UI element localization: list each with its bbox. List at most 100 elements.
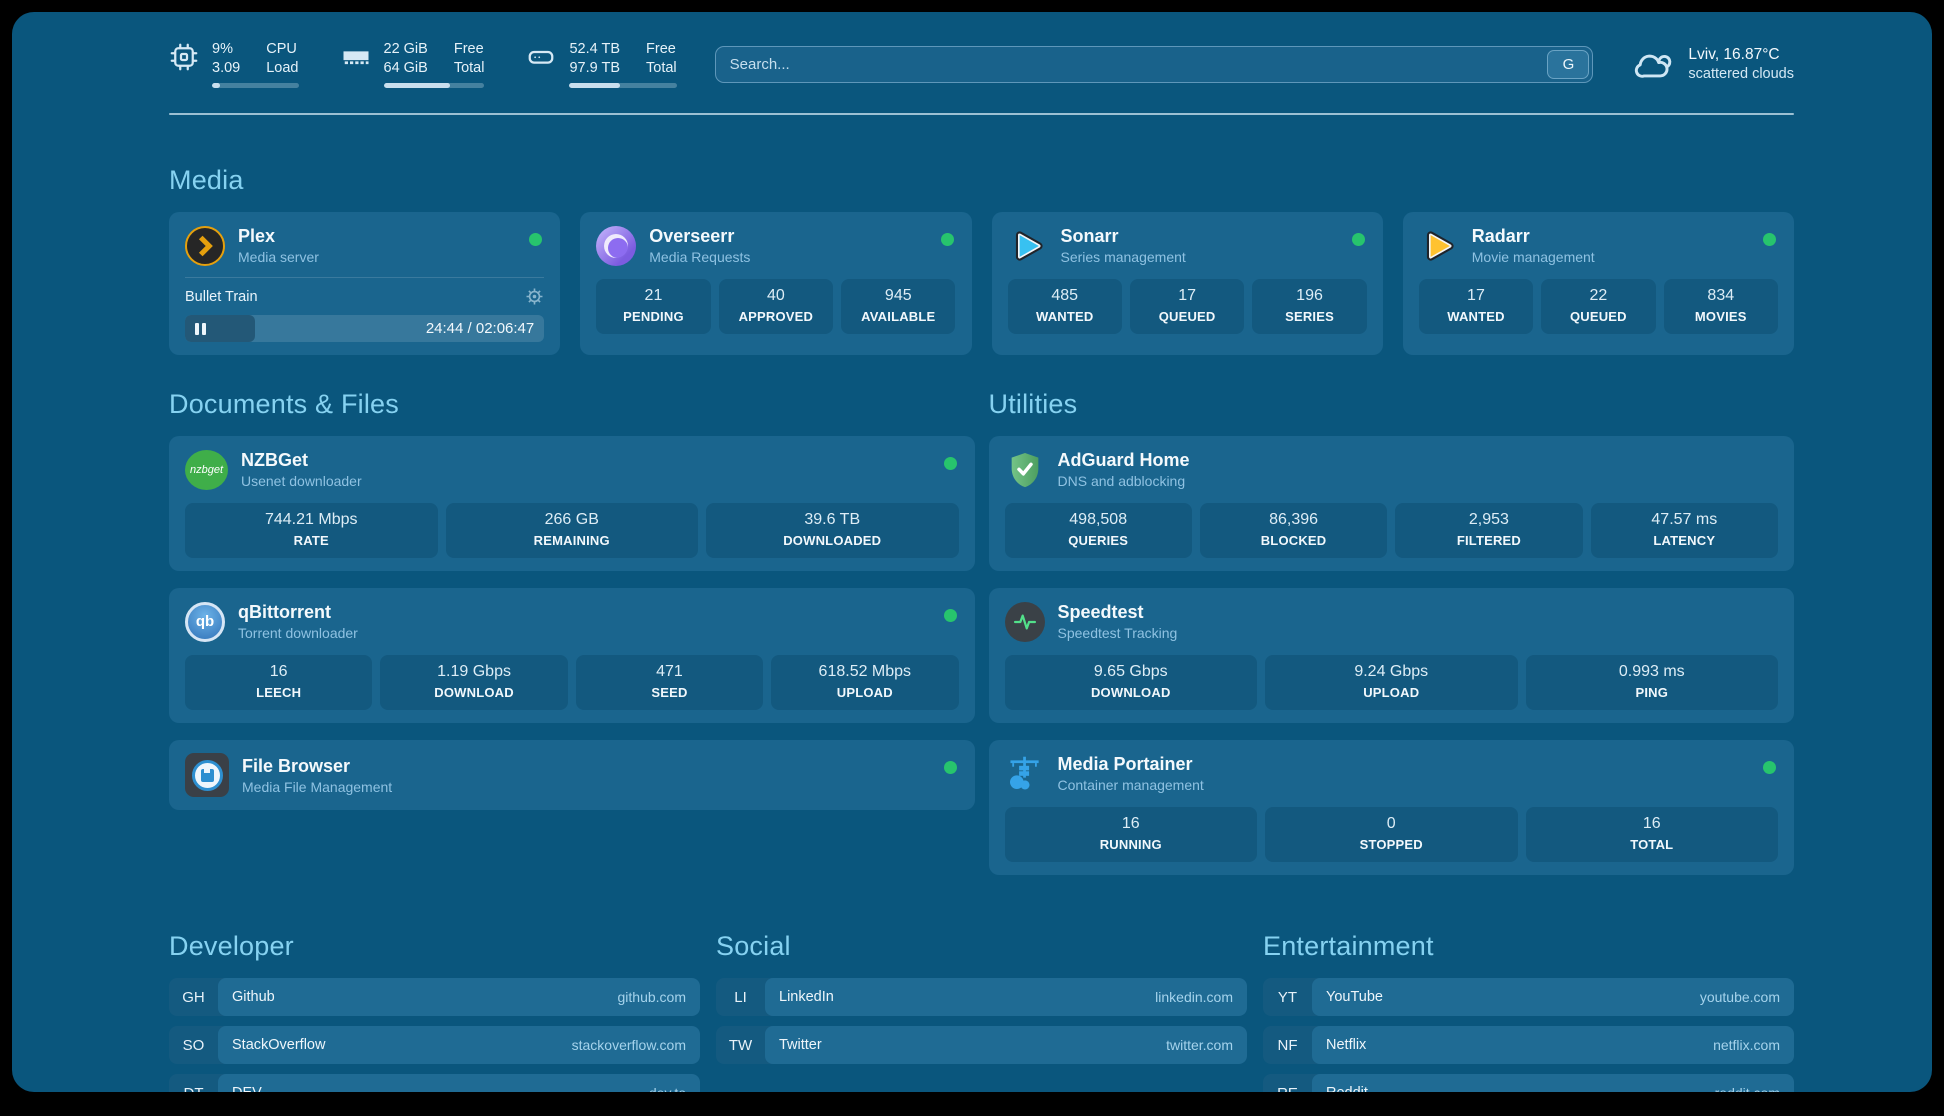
link-reddit[interactable]: RE Reddit reddit.com — [1263, 1074, 1794, 1092]
link-url: twitter.com — [1166, 1037, 1233, 1053]
section-documents: Documents & Files nzbget NZBGet Usenet d… — [169, 389, 975, 875]
cpu-stat: 9% CPU 3.09 Load — [169, 40, 299, 88]
sonarr-icon — [1008, 226, 1048, 266]
link-abbr: NF — [1277, 1036, 1298, 1054]
memory-total-value: 64 GiB — [383, 60, 428, 76]
link-url: linkedin.com — [1155, 989, 1233, 1005]
stat-box: 471 SEED — [575, 655, 764, 710]
link-name: LinkedIn — [779, 989, 834, 1005]
link-name: DEV — [232, 1085, 262, 1092]
link-linkedin[interactable]: LI LinkedIn linkedin.com — [716, 978, 1247, 1016]
app-name: AdGuard Home — [1057, 450, 1190, 470]
disk-icon — [526, 42, 556, 72]
stat-box: 22 QUEUED — [1541, 279, 1656, 334]
pause-icon[interactable] — [195, 322, 206, 335]
speedtest-pulse-icon — [1004, 601, 1045, 642]
memory-total-label: Total — [453, 60, 485, 76]
link-stackoverflow[interactable]: SO StackOverflow stackoverflow.com — [169, 1026, 700, 1064]
link-url: youtube.com — [1699, 989, 1780, 1005]
app-card-adguard-home[interactable]: AdGuard Home DNS and adblocking 498,508 Q… — [988, 436, 1794, 571]
cpu-load-label: Load — [266, 60, 299, 76]
disk-progress-bar — [569, 83, 677, 88]
stat-box: 1.19 Gbps DOWNLOAD — [380, 655, 568, 710]
section-social: Social LI LinkedIn linkedin.com TW Twitte… — [716, 931, 1247, 1092]
section-heading-media: Media — [169, 165, 244, 195]
link-youtube[interactable]: YT YouTube youtube.com — [1263, 978, 1794, 1016]
section-entertainment: Entertainment YT YouTube youtube.com NF N… — [1263, 931, 1794, 1092]
stat-box: 498,508 QUERIES — [1004, 503, 1192, 558]
app-description: Media server — [238, 249, 319, 265]
app-card-file-browser[interactable]: File Browser Media File Management — [169, 740, 975, 810]
app-card-nzbget[interactable]: nzbget NZBGet Usenet downloader 744.21 M… — [169, 436, 975, 571]
stat-box: 945 AVAILABLE — [841, 279, 956, 334]
stat-box: 2,953 FILTERED — [1395, 503, 1583, 558]
link-abbr: YT — [1277, 988, 1298, 1006]
stat-box: 618.52 Mbps UPLOAD — [771, 655, 959, 710]
section-heading-documents: Documents & Files — [169, 389, 399, 419]
link-abbr: DT — [169, 1074, 218, 1093]
app-description: Media Requests — [649, 249, 751, 265]
system-stats: 9% CPU 3.09 Load 22 GiB Free 64 GiB Tota… — [169, 40, 677, 88]
qbittorrent-icon: qb — [185, 601, 225, 642]
section-heading-entertainment: Entertainment — [1263, 931, 1434, 961]
radarr-icon — [1419, 226, 1459, 266]
cpu-label: CPU — [266, 41, 297, 57]
disk-stat: 52.4 TB Free 97.9 TB Total — [526, 40, 677, 88]
app-card-qbittorrent[interactable]: qb qBittorrent Torrent downloader 16 LEEC… — [169, 588, 975, 723]
app-card-sonarr[interactable]: Sonarr Series management 485 WANTED 17 QUE… — [991, 212, 1383, 355]
link-name: YouTube — [1326, 989, 1383, 1005]
app-card-media-portainer[interactable]: Media Portainer Container management 16 R… — [988, 740, 1794, 875]
app-description: DNS and adblocking — [1057, 473, 1186, 489]
stat-box: 17 QUEUED — [1129, 279, 1245, 334]
app-description: Usenet downloader — [241, 473, 362, 489]
stat-box: 834 MOVIES — [1663, 279, 1778, 334]
weather-widget: Lviv, 16.87°C scattered clouds — [1631, 42, 1794, 86]
cpu-progress-fill — [212, 83, 220, 88]
status-dot — [1351, 233, 1365, 246]
app-card-radarr[interactable]: Radarr Movie management 17 WANTED 22 QUEUE… — [1402, 212, 1794, 355]
playback-progress-bar: 24:44 / 02:06:47 — [185, 315, 545, 342]
status-dot — [1763, 233, 1776, 246]
search-input[interactable] — [714, 45, 1594, 83]
app-card-overseerr[interactable]: Overseerr Media Requests 21 PENDING 40 APP… — [580, 212, 972, 355]
app-name: Media Portainer — [1057, 754, 1193, 774]
app-description: Speedtest Tracking — [1057, 625, 1178, 641]
link-url: stackoverflow.com — [571, 1037, 686, 1053]
stat-box: 16 RUNNING — [1004, 807, 1257, 862]
portainer-crane-icon — [1005, 754, 1045, 794]
app-name: qBittorrent — [238, 602, 331, 622]
link-github[interactable]: GH Github github.com — [169, 978, 700, 1016]
stat-box: 9.65 Gbps DOWNLOAD — [1004, 655, 1257, 710]
stat-box: 485 WANTED — [1007, 279, 1122, 334]
link-dev[interactable]: DT DEV dev.to — [169, 1074, 700, 1092]
app-name: Speedtest — [1057, 602, 1144, 622]
section-utilities: Utilities AdGuard Home DNS and adblockin… — [988, 389, 1794, 875]
dashboard-page: 9% CPU 3.09 Load 22 GiB Free 64 GiB Tota… — [12, 12, 1932, 1092]
plex-icon — [185, 225, 225, 266]
cpu-progress-bar — [212, 83, 299, 88]
status-dot — [943, 457, 957, 470]
playback-time: 24:44 / 02:06:47 — [425, 320, 535, 337]
stat-box: 16 TOTAL — [1525, 807, 1778, 862]
search-engine-button[interactable]: G — [1547, 49, 1590, 79]
cpu-load-value: 3.09 — [212, 60, 241, 76]
app-name: File Browser — [242, 755, 351, 776]
app-description: Torrent downloader — [238, 625, 358, 641]
link-twitter[interactable]: TW Twitter twitter.com — [716, 1026, 1247, 1064]
app-name: NZBGet — [241, 450, 308, 470]
link-abbr: SO — [182, 1036, 205, 1054]
link-url: github.com — [617, 989, 686, 1005]
stat-box: 17 WANTED — [1418, 279, 1534, 334]
stat-box: 744.21 Mbps RATE — [185, 503, 438, 558]
app-name: Plex — [238, 226, 276, 246]
link-netflix[interactable]: NF Netflix netflix.com — [1263, 1026, 1794, 1064]
settings-gear-icon[interactable] — [525, 287, 544, 306]
cpu-usage-value: 9% — [212, 41, 233, 57]
stat-box: 47.57 ms LATENCY — [1590, 503, 1778, 558]
link-name: Netflix — [1326, 1037, 1367, 1053]
app-card-plex[interactable]: Plex Media server Bullet Train 24:44 / 0… — [169, 212, 561, 355]
disk-total-value: 97.9 TB — [569, 60, 621, 76]
file-browser-icon — [185, 753, 229, 797]
now-playing-title: Bullet Train — [185, 288, 258, 305]
app-card-speedtest[interactable]: Speedtest Speedtest Tracking 9.65 Gbps DO… — [988, 588, 1794, 723]
